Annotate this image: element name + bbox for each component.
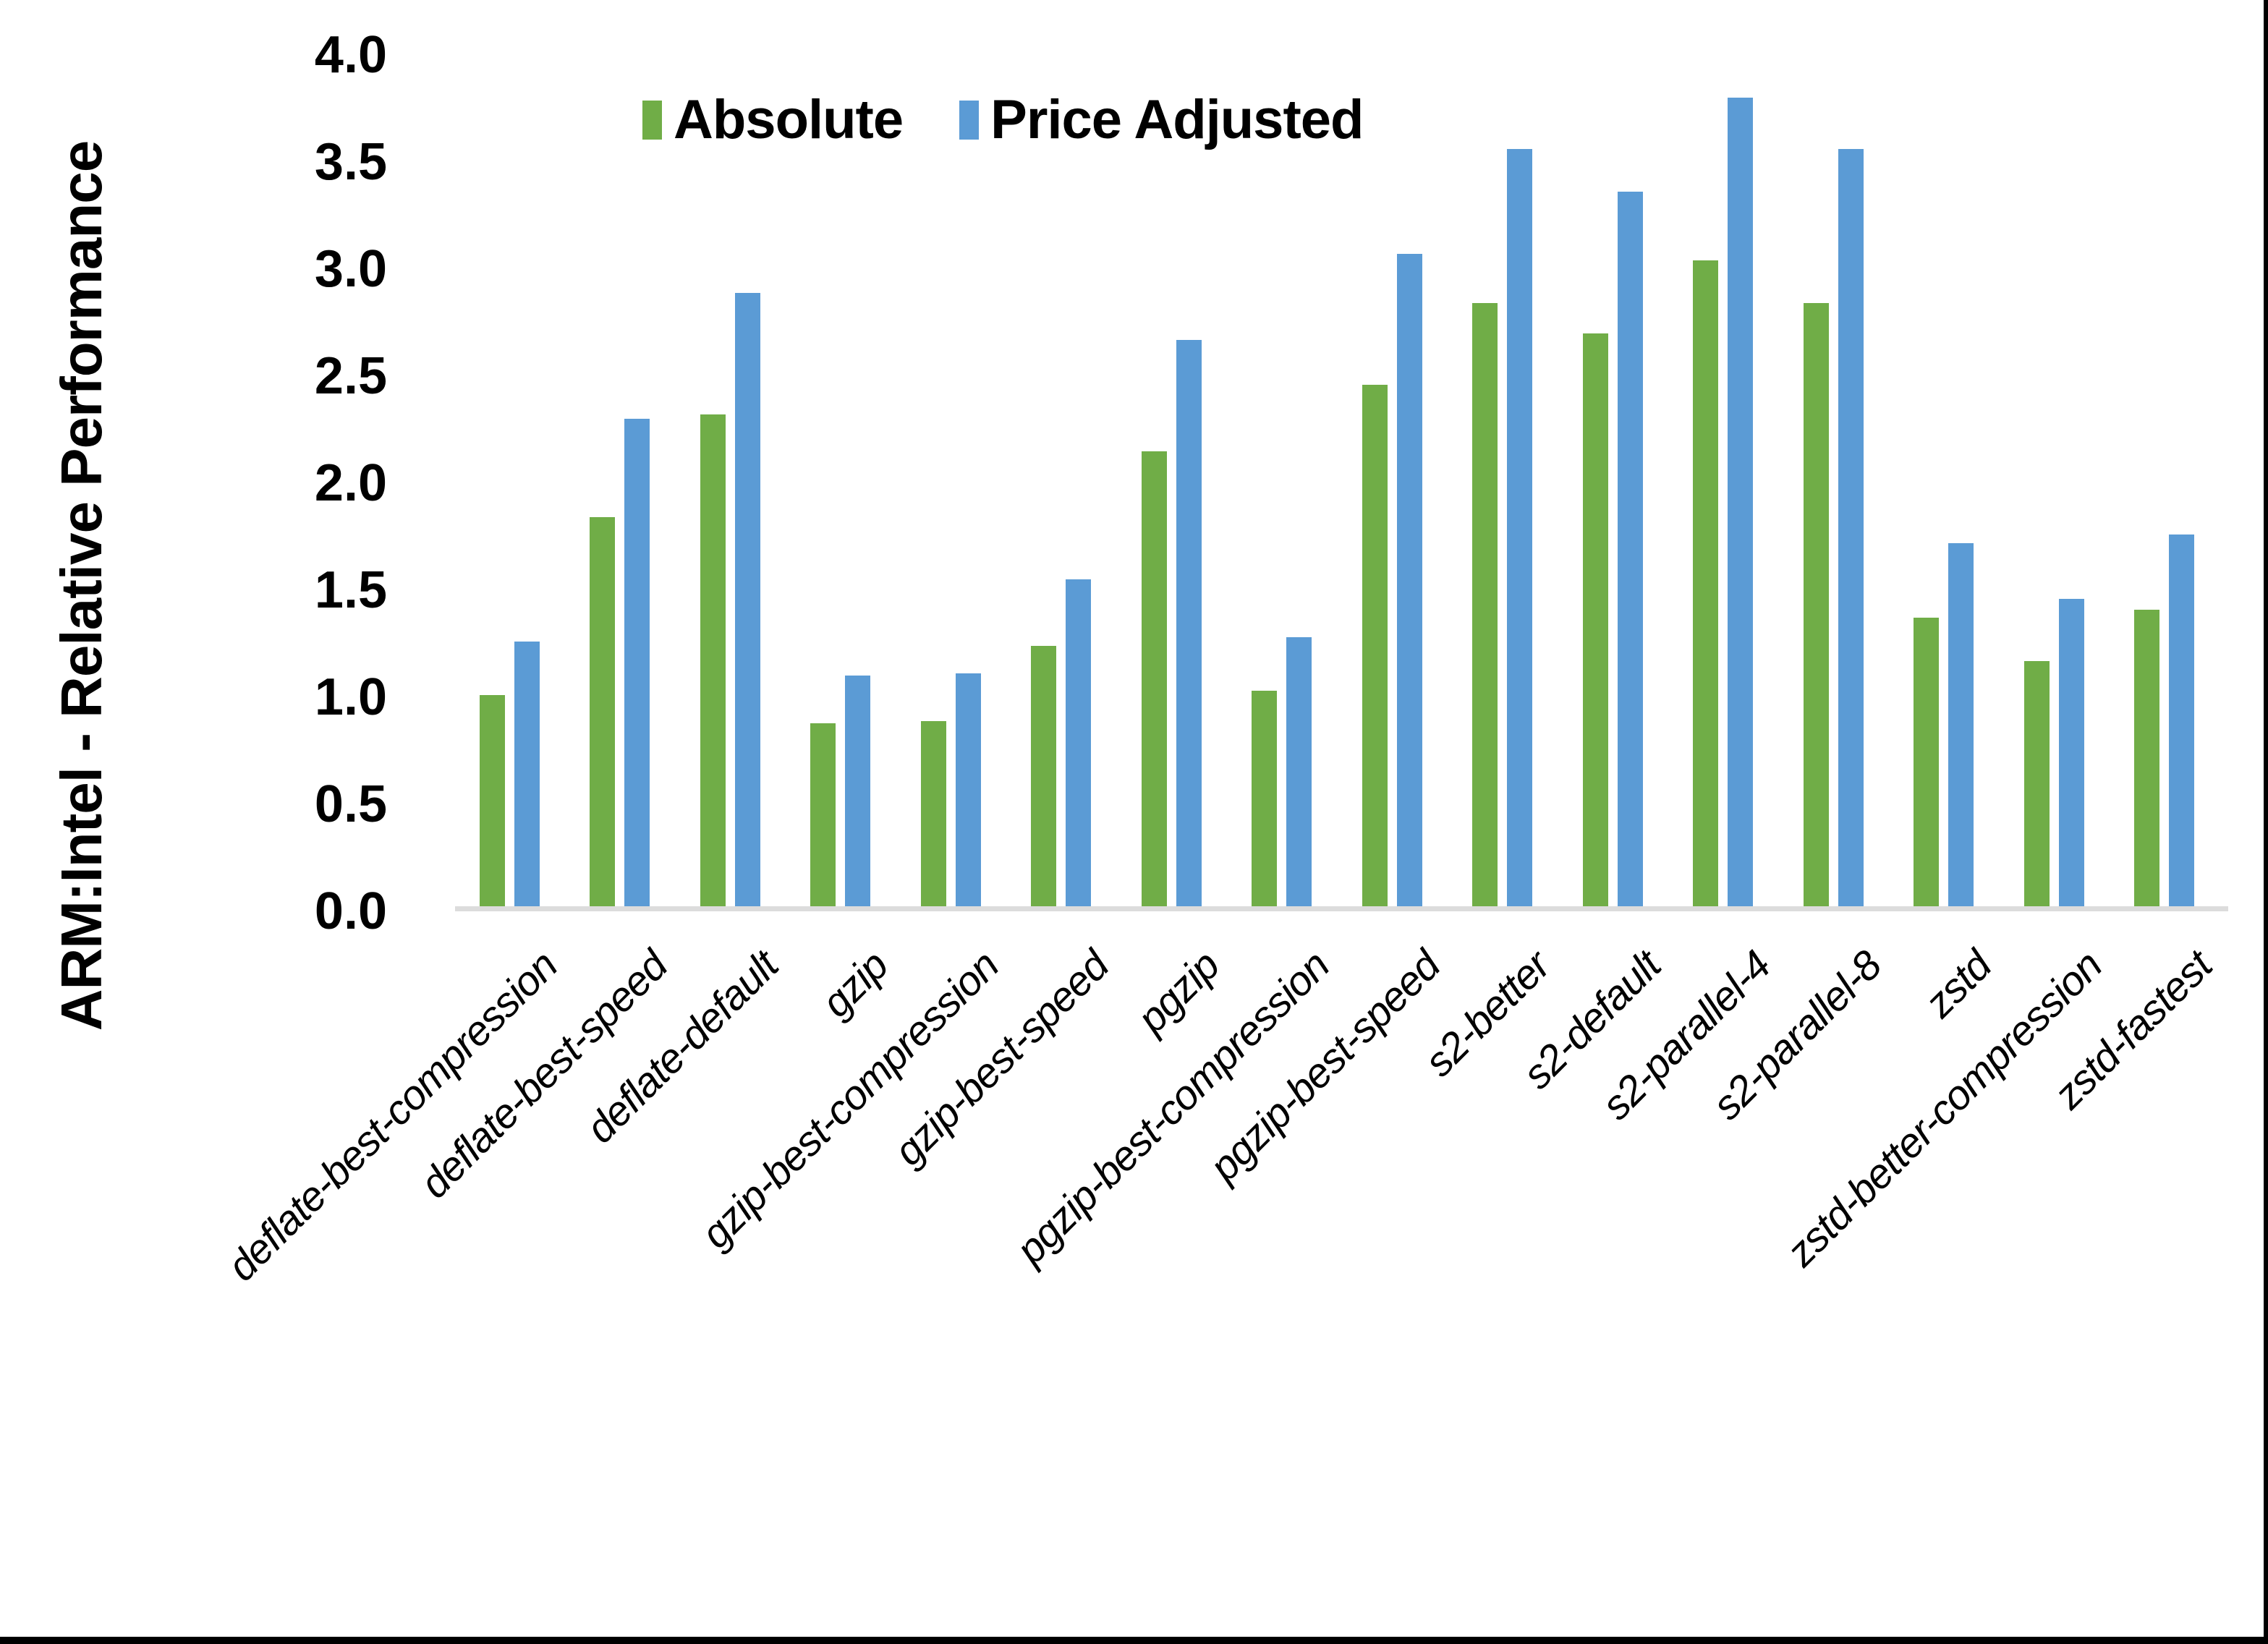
y-tick-label-3.0: 3.0 [314,240,387,298]
legend-entry-absolute: Absolute [642,88,904,151]
bar-absolute-pgzip [1141,451,1167,911]
bar-price-adjusted-deflate-best-speed [624,419,650,911]
bar-price-adjusted-gzip-best-compression [955,673,981,911]
x-axis-line [455,906,2228,911]
bar-absolute-deflate-best-compression [479,695,505,911]
y-tick-label-0.0: 0.0 [314,882,387,940]
bar-price-adjusted-deflate-best-compression [514,642,540,911]
bar-absolute-gzip-best-compression [920,720,946,911]
bar-price-adjusted-deflate-default [734,292,760,911]
y-tick-label-2.0: 2.0 [314,454,387,512]
bar-absolute-zstd [1914,618,1939,911]
y-tick-label-4.0: 4.0 [314,26,387,84]
bar-price-adjusted-gzip [845,676,870,911]
bar-absolute-pgzip-best-compression [1252,691,1277,911]
bar-absolute-s2-parallel-8 [1803,303,1829,911]
bar-absolute-gzip-best-speed [1031,645,1056,911]
y-tick-label-2.5: 2.5 [314,347,387,405]
bar-absolute-s2-parallel-4 [1693,260,1718,911]
legend-label-absolute: Absolute [674,89,904,150]
legend-swatch-absolute [642,100,662,140]
y-tick-label-1.5: 1.5 [314,561,387,619]
bar-absolute-zstd-better-compression [2023,660,2050,911]
bar-price-adjusted-s2-parallel-8 [1838,149,1864,911]
bar-price-adjusted-pgzip-best-speed [1396,254,1422,911]
bar-absolute-pgzip-best-speed [1362,384,1388,911]
bar-price-adjusted-pgzip-best-compression [1286,637,1312,911]
bar-absolute-deflate-default [700,414,726,911]
frame-border-bottom [0,1637,2268,1644]
bar-price-adjusted-s2-better [1507,149,1532,911]
legend-label-price-adjusted: Price Adjusted [990,89,1364,150]
y-tick-label-1.0: 1.0 [314,668,387,726]
frame-border-right [2264,0,2268,1644]
bar-price-adjusted-s2-parallel-4 [1728,98,1753,911]
y-tick-label-3.5: 3.5 [314,133,387,191]
legend-entry-price-adjusted: Price Adjusted [959,88,1364,151]
bar-price-adjusted-zstd-fastest [2169,534,2194,911]
legend-swatch-price-adjusted [959,100,980,140]
bar-price-adjusted-gzip-best-speed [1066,579,1091,911]
bar-price-adjusted-zstd-better-compression [2058,598,2084,911]
bar-price-adjusted-pgzip [1176,339,1202,911]
bar-absolute-s2-better [1472,303,1498,911]
y-tick-label-0.5: 0.5 [314,775,387,833]
bar-absolute-zstd-fastest [2134,609,2159,911]
bar-absolute-s2-default [1582,333,1608,911]
bar-absolute-deflate-best-speed [590,517,615,911]
legend: Absolute Price Adjusted [642,88,1364,151]
bar-absolute-gzip [810,723,836,911]
bar-price-adjusted-zstd [1948,542,1974,911]
bar-price-adjusted-s2-default [1617,192,1643,911]
